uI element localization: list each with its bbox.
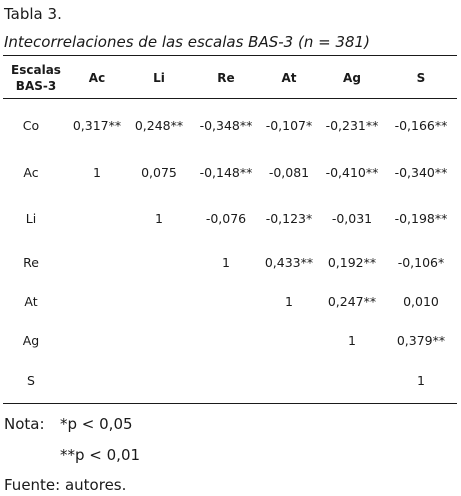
column-header-ac: Ac (88, 71, 106, 85)
table-cell (67, 370, 127, 390)
table-cell: -0,231** (325, 117, 379, 133)
table-cell (195, 291, 257, 311)
table-cell (67, 252, 127, 272)
table-cell: -0,076 (205, 210, 247, 226)
table-cell: -0,081 (268, 164, 310, 180)
table-cell: 1 (155, 210, 163, 226)
column-header-li: Li (153, 71, 165, 85)
table-cell: -0,107* (265, 117, 313, 133)
table-cell: 0,075 (141, 164, 177, 180)
table-cell: -0,198** (394, 210, 448, 226)
table-cell (67, 291, 127, 311)
source-note: Fuente: autores. (4, 476, 127, 494)
row-label: Ag (22, 332, 40, 348)
row-label: S (27, 372, 35, 388)
row-label: Ac (23, 164, 39, 180)
bottom-rule (3, 403, 457, 404)
table-cell (259, 370, 319, 390)
table-cell (321, 370, 383, 390)
table-cell (195, 370, 257, 390)
row-label: At (24, 293, 38, 309)
table-cell: 0,433** (264, 254, 314, 270)
table-cell (67, 208, 127, 228)
table-cell: -0,106* (397, 254, 445, 270)
header-rule (3, 98, 457, 99)
column-header-s: S (416, 71, 426, 85)
row-label: Co (22, 117, 40, 133)
table-cell: -0,123* (265, 210, 313, 226)
table-cell: -0,148** (199, 164, 253, 180)
nota-label: Nota: (4, 415, 45, 433)
table-cell: -0,031 (331, 210, 373, 226)
table-cell: 1 (285, 293, 293, 309)
table-cell (129, 252, 189, 272)
table-cell: 0,317** (72, 117, 122, 133)
table-cell: 0,010 (403, 293, 439, 309)
column-header-re: Re (217, 71, 235, 85)
row-label: Li (25, 210, 37, 226)
table-row-li: Li 1 -0,076 -0,123* -0,031 -0,198** (0, 208, 461, 228)
table-row-re: Re 1 0,433** 0,192** -0,106* (0, 252, 461, 272)
column-header-at: At (281, 71, 297, 85)
table-cell (129, 330, 189, 350)
table-cell (195, 330, 257, 350)
table-cell: 0,192** (327, 254, 377, 270)
significance-note-2: **p < 0,01 (60, 446, 141, 464)
row-label: Re (23, 254, 39, 270)
table-cell: 0,379** (396, 332, 446, 348)
table-row-ag: Ag 1 0,379** (0, 330, 461, 350)
table-cell: -0,166** (394, 117, 448, 133)
table-cell: 1 (93, 164, 101, 180)
table-row-ac: Ac 1 0,075 -0,148** -0,081 -0,410** -0,3… (0, 162, 461, 182)
table-caption-label: Tabla 3. (4, 5, 62, 23)
table-cell: 1 (222, 254, 230, 270)
row-header-label: Escalas BAS-3 (11, 63, 61, 93)
table-cell: -0,348** (199, 117, 253, 133)
table-row-s: S 1 (0, 370, 461, 390)
table-cell: 1 (348, 332, 356, 348)
table-cell (129, 291, 189, 311)
table-cell: -0,410** (325, 164, 379, 180)
table-cell: 1 (417, 372, 425, 388)
column-header-ag: Ag (343, 71, 361, 85)
table-cell: -0,340** (394, 164, 448, 180)
table-row-co: Co 0,317** 0,248** -0,348** -0,107* -0,2… (0, 115, 461, 135)
table-cell: 0,248** (134, 117, 184, 133)
significance-note-1: *p < 0,05 (60, 415, 133, 433)
table-cell (129, 370, 189, 390)
table-caption-title: Intecorrelaciones de las escalas BAS-3 (… (4, 33, 370, 51)
table-row-at: At 1 0,247** 0,010 (0, 291, 461, 311)
table-cell (67, 330, 127, 350)
top-rule (3, 55, 457, 56)
table-cell (259, 330, 319, 350)
table-cell: 0,247** (327, 293, 377, 309)
